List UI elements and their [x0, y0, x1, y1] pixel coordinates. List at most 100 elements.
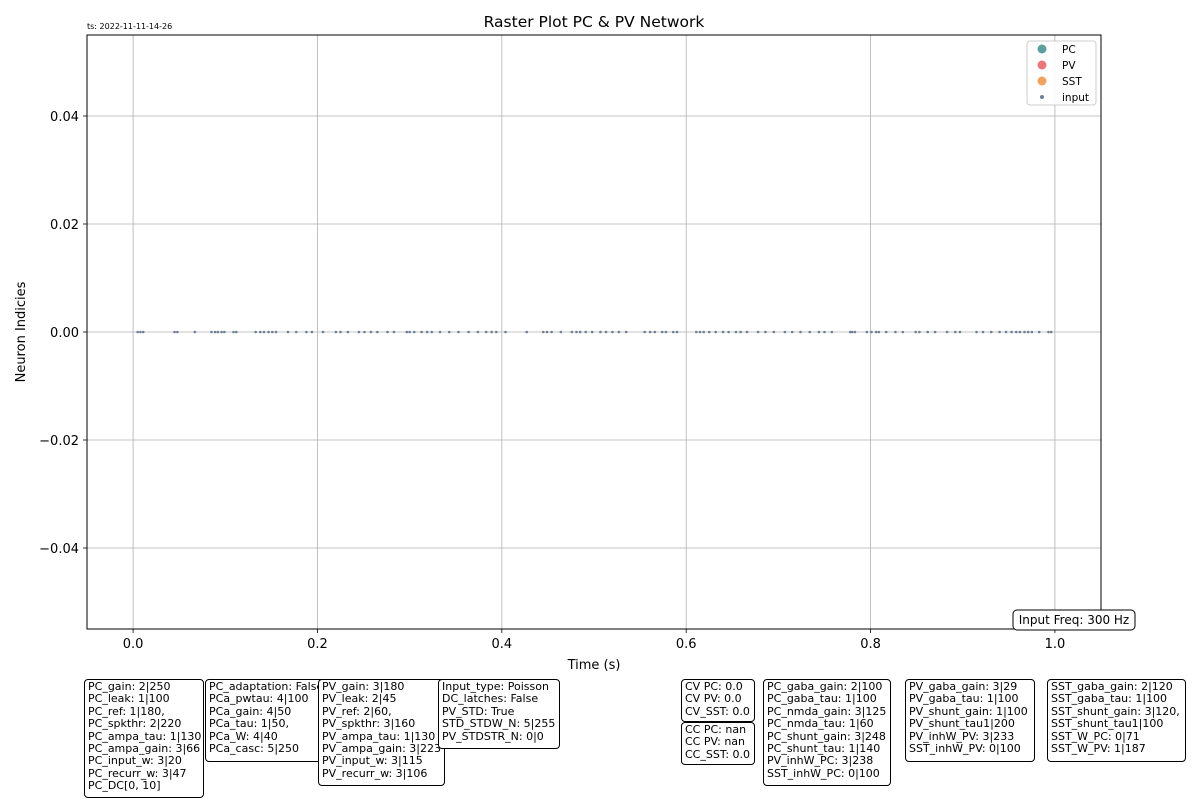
param-line: PV_spkthr: 3|160 [322, 717, 416, 731]
legend-label-pc: PC [1062, 44, 1076, 56]
input-spike-point [865, 330, 869, 334]
input-spike-point [1037, 330, 1041, 334]
input-spike-point [1014, 330, 1018, 334]
input-spike-point [901, 330, 905, 334]
input-spike-point [570, 330, 574, 334]
param-line: PC_ampa_gain: 3|66 [88, 742, 201, 756]
input-spike-point [232, 330, 235, 334]
param-line: SST_gaba_tau: 1|100 [1051, 692, 1168, 706]
x-tick-label: 0.8 [860, 637, 881, 652]
input-spike-point [926, 330, 929, 334]
param-line: SST_shunt_gain: 3|120, [1051, 704, 1180, 718]
input-spike-point [1023, 330, 1026, 334]
input-spike-point [1004, 330, 1008, 334]
param-line: PV_shunt_tau1|200 [909, 717, 1015, 731]
param-line: PV_inhW_PC: 3|238 [767, 754, 874, 768]
input-spike-point [981, 330, 985, 334]
param-line: PC_nmda_tau: 1|60 [767, 717, 874, 731]
input-spike-point [599, 330, 602, 334]
param-line: Input_type: Poisson [442, 680, 549, 693]
input-spike-point [660, 330, 664, 334]
input-spike-point [756, 330, 760, 334]
input-spike-point [259, 330, 262, 334]
axis-ticks: 0.0 0.2 0.4 0.6 0.8 1.0 0.04 0.02 0.00 −0.02 −0.04 [39, 110, 1065, 652]
input-spike-point [817, 330, 821, 334]
input-spike-point [494, 330, 498, 334]
input-spike-point [1010, 330, 1013, 334]
param-line: SST_shunt_tau1|100 [1051, 717, 1164, 731]
input-spike-point [799, 330, 802, 334]
input-spike-point [734, 330, 738, 334]
legend-marker-sst [1037, 76, 1047, 86]
input-spike-point [998, 330, 1001, 334]
input-spike-point [405, 330, 409, 334]
param-line: PV_gaba_tau: 1|100 [909, 692, 1019, 706]
spike-marks [136, 330, 1053, 334]
input-spike-point [467, 330, 470, 334]
input-spike-point [745, 330, 749, 334]
input-spike-point [848, 330, 852, 334]
input-spike-point [220, 330, 223, 334]
input-spike-point [884, 330, 888, 334]
pv-params-box: PV_gain: 3|180 PV_leak: 2|45 PV_ref: 2|60,… [318, 679, 445, 786]
param-line: PV_ref: 2|60, [322, 704, 392, 718]
input-spike-point [223, 330, 226, 334]
legend-label-sst: SST [1062, 76, 1082, 88]
param-line: PCa_casc: 5|250 [209, 742, 300, 756]
input-spike-point [457, 330, 460, 334]
param-line: PCa_pwtau: 4|100 [209, 692, 309, 706]
input-spike-point [321, 330, 325, 334]
param-line: PV_leak: 2|45 [322, 692, 397, 706]
input-spike-point [216, 330, 220, 334]
input-params-box: Input_type: Poisson DC_latches: False PV_S… [438, 679, 560, 749]
input-spike-point [783, 330, 787, 334]
legend-label-pv: PV [1062, 60, 1076, 72]
input-spike-point [210, 330, 213, 334]
input-spike-point [310, 330, 314, 334]
input-spike-point [823, 330, 826, 334]
input-spike-point [954, 330, 957, 334]
sst-params-box: SST_gaba_gain: 2|120 SST_gaba_tau: 1|100 S… [1047, 679, 1186, 762]
param-line: PC_shunt_gain: 3|248 [767, 729, 886, 743]
input-spike-point [790, 330, 794, 334]
param-line: PC_gain: 2|250 [88, 680, 171, 693]
legend-marker-pc [1037, 44, 1047, 54]
input-spike-point [764, 330, 767, 334]
input-spike-point [420, 330, 423, 334]
input-spike-point [698, 330, 702, 334]
param-line: PV_ampa_gain: 3|223 [322, 742, 441, 756]
input-spike-point [545, 330, 549, 334]
input-spike-point [739, 330, 742, 334]
param-line: SST_W_PV: 1|187 [1051, 742, 1146, 756]
input-spike-point [894, 330, 897, 334]
input-spike-point [339, 330, 342, 334]
input-spike-point [139, 330, 142, 334]
y-tick-label: 0.00 [50, 326, 79, 341]
input-spike-point [1030, 330, 1034, 334]
param-line: PC_leak: 1|100 [88, 692, 170, 706]
legend-label-input: input [1062, 92, 1089, 104]
input-spike-point [584, 330, 588, 334]
input-spike-point [412, 330, 416, 334]
input-spike-point [305, 330, 308, 334]
param-line: DC_latches: False [442, 692, 539, 706]
param-line: PCa_gain: 4|50 [209, 704, 292, 718]
input-spike-point [624, 330, 628, 334]
input-spike-point [286, 330, 290, 334]
param-line: PC_DC[0, 10] [88, 779, 161, 793]
param-line: PC_recurr_w: 3|47 [88, 766, 187, 780]
input-spike-point [664, 330, 668, 334]
param-line: PC_adaptation: False [209, 680, 324, 693]
input-spike-point [136, 330, 139, 334]
param-line: PV_gain: 3|180 [322, 680, 405, 693]
input-spike-point [590, 330, 594, 334]
x-tick-label: 0.6 [676, 637, 697, 652]
x-tick-label: 0.4 [491, 637, 512, 652]
input-spike-point [1026, 330, 1030, 334]
input-spike-point [235, 330, 238, 334]
param-line: CC PV: nan [685, 735, 746, 749]
param-line: SST_W_PC: 0|71 [1051, 729, 1140, 743]
param-line: CV PV: 0.0 [685, 692, 742, 706]
input-spike-point [430, 330, 434, 334]
pv-inhibition-params-box: PV_gaba_gain: 3|29 PV_gaba_tau: 1|100 PV_s… [905, 679, 1035, 762]
